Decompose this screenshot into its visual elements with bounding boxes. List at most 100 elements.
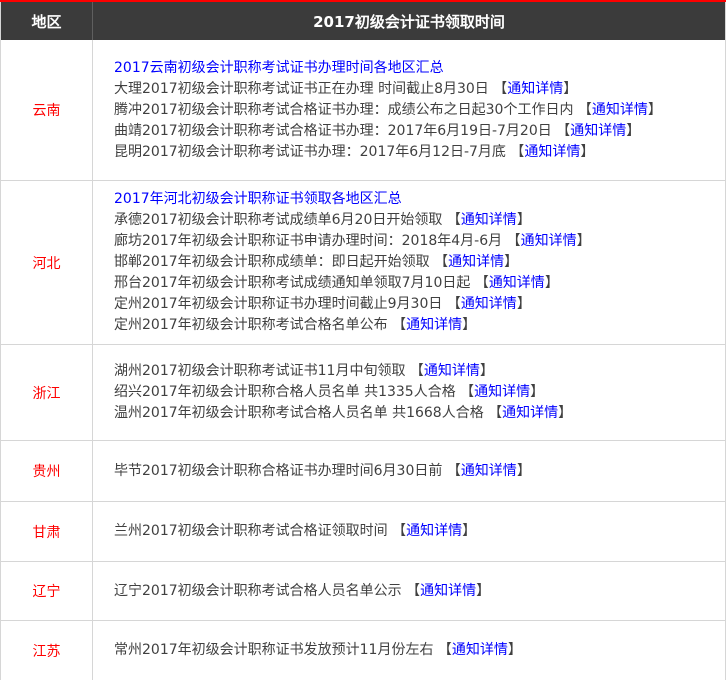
region-label: 贵州 [1, 441, 93, 501]
notice-text: 辽宁2017初级会计职称考试合格人员名单公示 [114, 582, 407, 599]
notice-detail-link[interactable]: 通知详情 [460, 296, 517, 312]
bracket-close: 】 [516, 462, 531, 479]
notice-detail-link[interactable]: 通知详情 [451, 642, 508, 658]
notice-line: 廊坊2017年初级会计职称证书申请办理时间：2018年4月-6月 【通知详情】 [114, 231, 725, 252]
bracket-close: 】 [544, 275, 559, 291]
notice-line: 定州2017年初级会计职称证书办理时间截止9月30日 【通知详情】 [114, 294, 725, 315]
notice-text: 温州2017年初级会计职称考试合格人员名单 共1668人合格 [114, 405, 489, 421]
notice-text: 毕节2017初级会计职称合格证书办理时间6月30日前 [114, 462, 447, 479]
notice-line: 2017云南初级会计职称考试证书办理时间各地区汇总 [114, 58, 725, 79]
bracket-close: 】 [516, 296, 531, 312]
table-row: 江苏 常州2017年初级会计职称证书发放预计11月份左右 【通知详情】 [1, 621, 725, 680]
region-label: 甘肃 [1, 502, 93, 561]
notices-cell: 2017云南初级会计职称考试证书办理时间各地区汇总大理2017初级会计职称考试证… [93, 40, 725, 180]
table-title-header: 2017初级会计证书领取时间 [313, 12, 505, 31]
bracket-close: 】 [462, 523, 477, 539]
bracket-open: 【 [446, 462, 461, 479]
notice-detail-link[interactable]: 通知详情 [460, 212, 517, 228]
bracket-close: 】 [507, 642, 522, 658]
bracket-open: 【 [392, 317, 407, 333]
notice-detail-link[interactable]: 通知详情 [570, 122, 627, 139]
notice-detail-link[interactable]: 通知详情 [460, 462, 517, 479]
notice-line: 绍兴2017年初级会计职称合格人员名单 共1335人合格 【通知详情】 [114, 382, 725, 403]
region-label: 云南 [1, 40, 93, 180]
notice-detail-link[interactable]: 通知详情 [520, 233, 577, 249]
bracket-close: 】 [479, 363, 494, 379]
bracket-close: 】 [647, 101, 662, 118]
notice-text: 绍兴2017年初级会计职称合格人员名单 共1335人合格 [114, 384, 461, 400]
notices-cell: 毕节2017初级会计职称合格证书办理时间6月30日前 【通知详情】 [93, 441, 725, 501]
notice-text: 邯郸2017年初级会计职称成绩单：即日起开始领取 [114, 254, 435, 270]
notice-text: 常州2017年初级会计职称证书发放预计11月份左右 [114, 642, 438, 658]
notice-line: 湖州2017初级会计职称考试证书11月中旬领取 【通知详情】 [114, 361, 725, 382]
notices-cell: 辽宁2017初级会计职称考试合格人员名单公示 【通知详情】 [93, 562, 725, 620]
notice-line: 兰州2017初级会计职称考试合格证领取时间 【通知详情】 [114, 521, 725, 542]
notice-detail-link[interactable]: 通知详情 [420, 582, 477, 599]
notice-line: 2017年河北初级会计职称证书领取各地区汇总 [114, 189, 725, 210]
notice-text: 廊坊2017年初级会计职称证书申请办理时间：2018年4月-6月 [114, 233, 507, 249]
bracket-open: 【 [474, 275, 489, 291]
bracket-close: 】 [558, 405, 573, 421]
notice-line: 邯郸2017年初级会计职称成绩单：即日起开始领取 【通知详情】 [114, 252, 725, 273]
notice-detail-link[interactable]: 通知详情 [502, 405, 559, 421]
notice-text: 曲靖2017初级会计职称考试合格证书办理：2017年6月19日-7月20日 [114, 122, 557, 139]
notices-cell: 常州2017年初级会计职称证书发放预计11月份左右 【通知详情】 [93, 621, 725, 680]
notice-text: 大理2017初级会计职称考试证书正在办理 时间截止8月30日 [114, 80, 494, 97]
summary-link[interactable]: 2017年河北初级会计职称证书领取各地区汇总 [114, 191, 402, 207]
notice-line: 常州2017年初级会计职称证书发放预计11月份左右 【通知详情】 [114, 640, 725, 661]
bracket-open: 【 [409, 363, 424, 379]
notice-text: 邢台2017年初级会计职称考试成绩通知单领取7月10日起 [114, 275, 475, 291]
table-body: 云南 2017云南初级会计职称考试证书办理时间各地区汇总 大理2017初级会计职称考… [1, 40, 725, 680]
notice-line: 邢台2017年初级会计职称考试成绩通知单领取7月10日起 【通知详情】 [114, 273, 725, 294]
bracket-open: 【 [556, 122, 571, 139]
bracket-close: 】 [504, 254, 519, 270]
notice-detail-link[interactable]: 通知详情 [448, 254, 505, 270]
bracket-open: 【 [493, 80, 508, 97]
bracket-close: 】 [626, 122, 641, 139]
notice-detail-link[interactable]: 通知详情 [488, 275, 545, 291]
table-header-row: 地区 2017初级会计证书领取时间 [1, 2, 725, 40]
bracket-open: 【 [577, 101, 592, 118]
notice-detail-link[interactable]: 通知详情 [474, 384, 531, 400]
notice-line: 昆明2017初级会计职称考试证书办理：2017年6月12日-7月底 【通知详情】 [114, 142, 725, 163]
table-row: 甘肃 兰州2017初级会计职称考试合格证领取时间 【通知详情】 [1, 502, 725, 562]
notice-line: 温州2017年初级会计职称考试合格人员名单 共1668人合格 【通知详情】 [114, 403, 725, 424]
bracket-close: 】 [563, 80, 578, 97]
bracket-open: 【 [510, 143, 525, 160]
table-row: 辽宁 辽宁2017初级会计职称考试合格人员名单公示 【通知详情】 [1, 562, 725, 621]
region-label: 辽宁 [1, 562, 93, 620]
notice-detail-link[interactable]: 通知详情 [406, 317, 463, 333]
bracket-close: 】 [516, 212, 531, 228]
notice-detail-link[interactable]: 通知详情 [524, 143, 581, 160]
notice-line: 腾冲2017初级会计职称考试合格证书办理：成绩公布之日起30个工作日内 【通知详… [114, 100, 725, 121]
notice-detail-link[interactable]: 通知详情 [507, 80, 564, 97]
bracket-open: 【 [506, 233, 521, 249]
bracket-close: 】 [530, 384, 545, 400]
notice-text: 昆明2017初级会计职称考试证书办理：2017年6月12日-7月底 [114, 143, 511, 160]
notice-detail-link[interactable]: 通知详情 [406, 523, 463, 539]
notices-cell: 2017年河北初级会计职称证书领取各地区汇总 承德2017初级会计职称考试成绩单6… [93, 181, 725, 344]
notices-cell: 湖州2017初级会计职称考试证书11月中旬领取 【通知详情】 绍兴2017年初级会… [93, 345, 725, 440]
table-row: 云南 2017云南初级会计职称考试证书办理时间各地区汇总 大理2017初级会计职称考… [1, 40, 725, 181]
notice-line: 辽宁2017初级会计职称考试合格人员名单公示 【通知详情】 [114, 581, 725, 602]
table-row: 贵州 毕节2017初级会计职称合格证书办理时间6月30日前 【通知详情】 [1, 441, 725, 502]
notice-detail-link[interactable]: 通知详情 [591, 101, 648, 118]
notice-text: 湖州2017初级会计职称考试证书11月中旬领取 [114, 363, 410, 379]
table-row: 河北 2017年河北初级会计职称证书领取各地区汇总 承德2017初级会计职称考试成绩… [1, 181, 725, 345]
bracket-open: 【 [437, 642, 452, 658]
notice-text: 兰州2017初级会计职称考试合格证领取时间 [114, 523, 393, 539]
bracket-open: 【 [406, 582, 421, 599]
summary-link[interactable]: 2017云南初级会计职称考试证书办理时间各地区汇总 [114, 59, 444, 76]
bracket-open: 【 [446, 296, 461, 312]
notice-line: 大理2017初级会计职称考试证书正在办理 时间截止8月30日 【通知详情】 [114, 79, 725, 100]
bracket-open: 【 [460, 384, 475, 400]
bracket-open: 【 [446, 212, 461, 228]
table-row: 浙江 湖州2017初级会计职称考试证书11月中旬领取 【通知详情】 绍兴2017年初… [1, 345, 725, 441]
notice-text: 定州2017年初级会计职称考试合格名单公布 [114, 317, 393, 333]
bracket-close: 】 [476, 582, 491, 599]
notice-line: 定州2017年初级会计职称考试合格名单公布 【通知详情】 [114, 315, 725, 336]
bracket-close: 】 [580, 143, 595, 160]
region-label: 浙江 [1, 345, 93, 440]
notice-detail-link[interactable]: 通知详情 [423, 363, 480, 379]
